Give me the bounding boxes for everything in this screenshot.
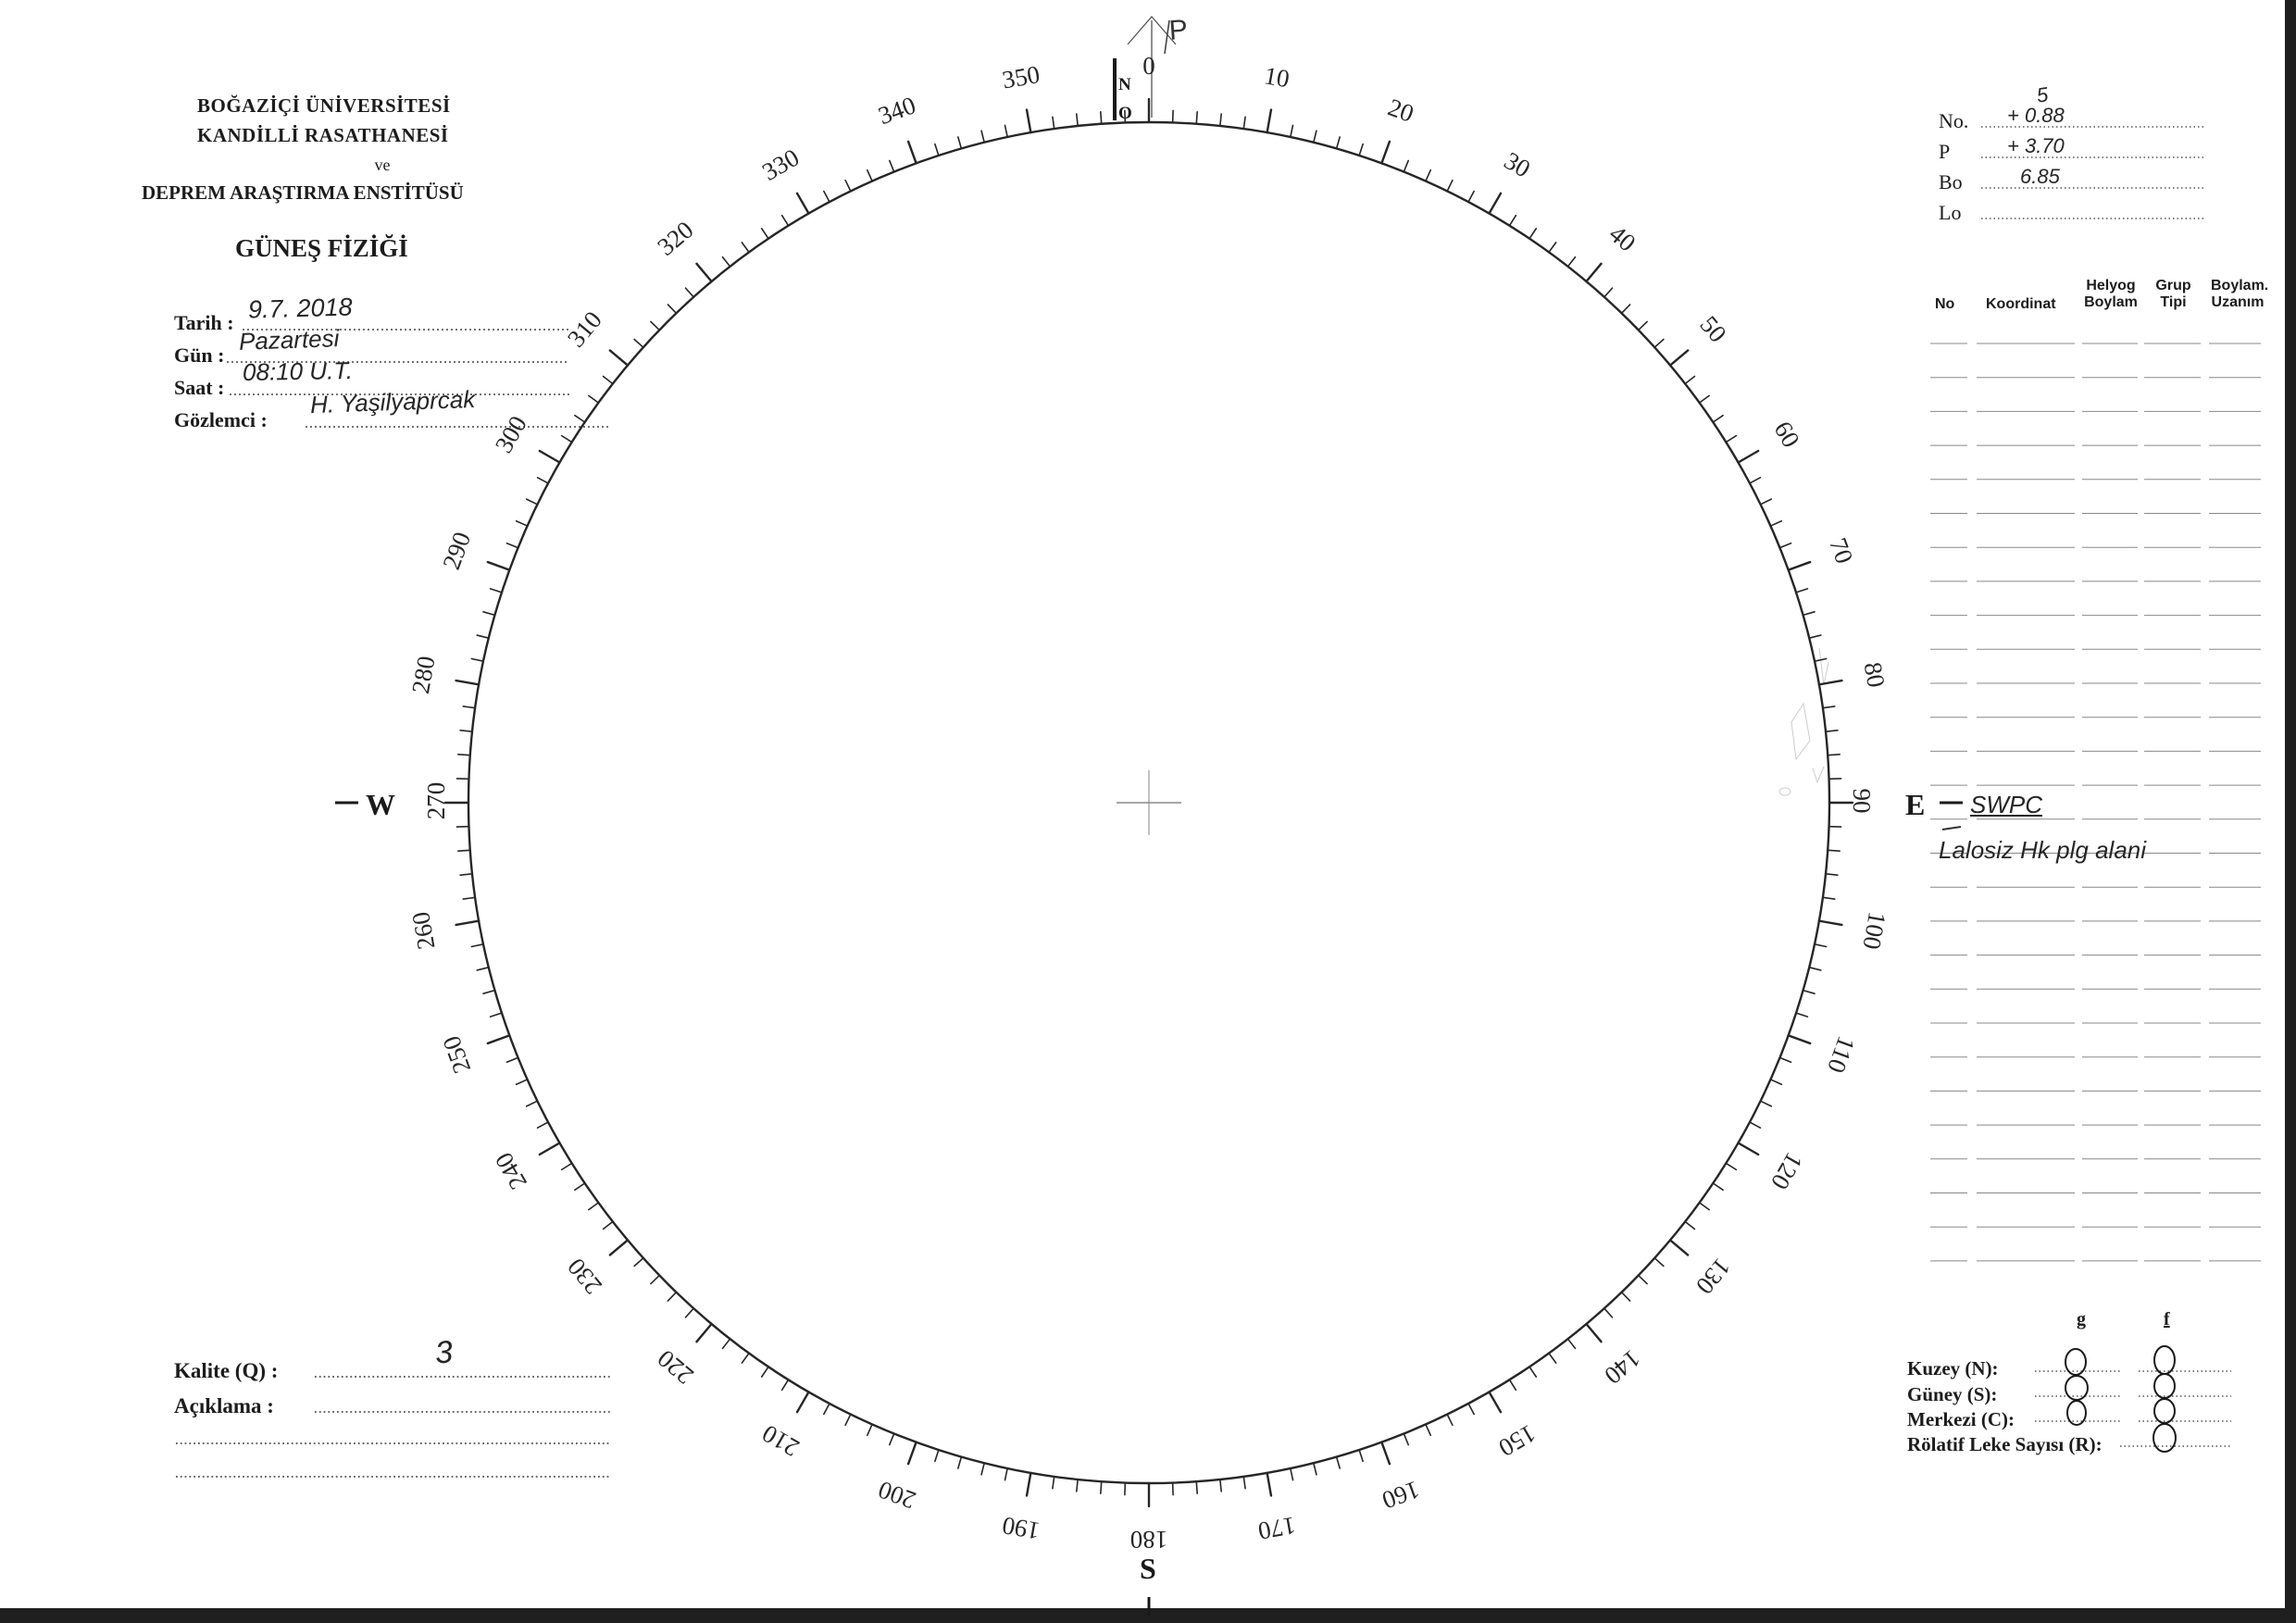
svg-text:110: 110 bbox=[1822, 1032, 1861, 1076]
svg-text:220: 220 bbox=[652, 1344, 698, 1390]
svg-text:270: 270 bbox=[422, 782, 450, 820]
svg-text:S: S bbox=[1140, 1552, 1156, 1585]
svg-text:E: E bbox=[1905, 788, 1925, 821]
svg-text:30: 30 bbox=[1500, 146, 1535, 182]
svg-text:0: 0 bbox=[1142, 52, 1155, 80]
svg-text:350: 350 bbox=[1000, 60, 1042, 94]
svg-text:190: 190 bbox=[1000, 1511, 1042, 1545]
svg-text:70: 70 bbox=[1824, 534, 1858, 568]
svg-text:330: 330 bbox=[757, 144, 804, 186]
svg-text:10: 10 bbox=[1262, 61, 1292, 93]
svg-text:40: 40 bbox=[1604, 219, 1641, 256]
svg-text:200: 200 bbox=[875, 1476, 919, 1515]
svg-text:340: 340 bbox=[875, 91, 919, 130]
svg-text:210: 210 bbox=[757, 1419, 804, 1462]
svg-text:300: 300 bbox=[490, 411, 532, 457]
svg-text:20: 20 bbox=[1384, 93, 1417, 127]
svg-text:160: 160 bbox=[1379, 1476, 1423, 1515]
svg-text:80: 80 bbox=[1859, 660, 1890, 690]
svg-text:280: 280 bbox=[406, 654, 441, 695]
svg-text:120: 120 bbox=[1766, 1148, 1808, 1194]
svg-text:100: 100 bbox=[1857, 910, 1891, 952]
svg-text:310: 310 bbox=[562, 306, 607, 352]
svg-text:170: 170 bbox=[1256, 1511, 1298, 1545]
svg-text:50: 50 bbox=[1694, 310, 1731, 347]
svg-text:60: 60 bbox=[1768, 417, 1804, 452]
svg-text:320: 320 bbox=[652, 216, 698, 261]
svg-text:230: 230 bbox=[562, 1253, 607, 1299]
svg-text:90: 90 bbox=[1848, 789, 1876, 814]
svg-text:140: 140 bbox=[1599, 1344, 1645, 1390]
svg-text:130: 130 bbox=[1691, 1253, 1736, 1299]
svg-text:260: 260 bbox=[406, 910, 441, 952]
svg-text:150: 150 bbox=[1494, 1419, 1541, 1462]
svg-text:290: 290 bbox=[437, 529, 476, 573]
svg-text:180: 180 bbox=[1130, 1526, 1168, 1554]
svg-text:240: 240 bbox=[490, 1148, 532, 1194]
svg-text:W: W bbox=[366, 788, 395, 821]
svg-text:250: 250 bbox=[437, 1032, 476, 1077]
